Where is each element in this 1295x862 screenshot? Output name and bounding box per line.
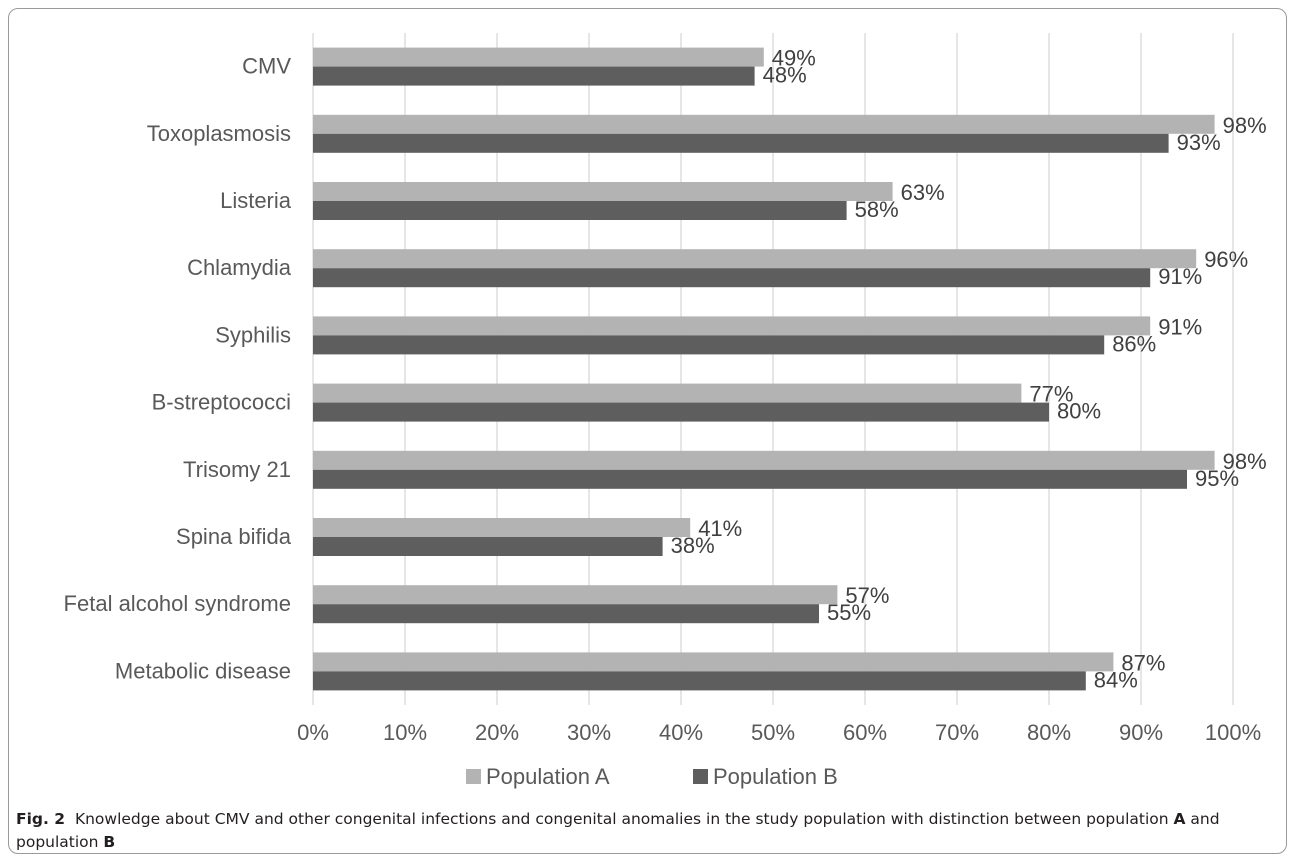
data-label: 41% (698, 516, 742, 541)
category-label: Chlamydia (187, 255, 292, 280)
data-label: 80% (1057, 399, 1101, 424)
data-label: 57% (845, 583, 889, 608)
bar-population-b (313, 537, 663, 556)
bar-population-b (313, 469, 1187, 489)
bar-population-a (313, 518, 691, 537)
bar-population-b (313, 133, 1169, 153)
x-tick-label: 40% (659, 720, 703, 745)
data-label: 98% (1223, 449, 1267, 474)
category-label: Toxoplasmosis (147, 121, 291, 146)
data-label: 91% (1158, 264, 1202, 289)
bar-population-b (313, 604, 819, 624)
category-label: Trisomy 21 (183, 457, 291, 482)
figure-frame (8, 8, 1287, 854)
data-label: 63% (901, 180, 945, 205)
bar-population-a (313, 316, 1151, 336)
category-label: Spina bifida (176, 524, 292, 549)
x-tick-label: 80% (1027, 720, 1071, 745)
data-label: 55% (827, 600, 871, 625)
bar-population-a (313, 114, 1215, 134)
caption-text: Knowledge about CMV and other congenital… (74, 810, 1174, 828)
legend-swatch (466, 769, 481, 784)
x-tick-labels: 0% 10% 20% 30% 40% 50% 60% 70% 80% 90% 100% (297, 720, 1261, 745)
data-label: 91% (1158, 314, 1202, 339)
legend: Population A Population B (466, 764, 838, 789)
data-label: 48% (763, 63, 807, 88)
category-label: B-streptococci (152, 390, 291, 415)
bar-population-b (313, 66, 755, 86)
caption-text-2: and population (16, 810, 1220, 851)
category-label: CMV (242, 54, 291, 79)
legend-label: Population A (486, 764, 610, 789)
legend-label: Population B (713, 764, 838, 789)
bar-population-a (313, 585, 838, 605)
category-label: Syphilis (215, 322, 291, 347)
bars (313, 47, 1215, 691)
data-label: 87% (1121, 650, 1165, 675)
category-label: Listeria (220, 188, 292, 213)
caption-bold-b: B (103, 833, 116, 851)
bar-population-b (313, 335, 1105, 355)
data-label: 98% (1223, 113, 1267, 138)
bar-population-a (313, 652, 1114, 672)
category-labels: CMV Toxoplasmosis Listeria Chlamydia Syphili… (64, 54, 292, 684)
bar-population-a (313, 383, 1022, 403)
bar-chart: 49%48%98%93%63%58%96%91%91%86%77%80%98%9… (64, 33, 1267, 789)
category-label: Metabolic disease (115, 658, 291, 683)
bar-population-a (313, 47, 764, 67)
data-label: 95% (1195, 466, 1239, 491)
bar-population-b (313, 402, 1049, 422)
x-tick-label: 60% (843, 720, 887, 745)
x-tick-label: 30% (567, 720, 611, 745)
data-label: 93% (1177, 130, 1221, 155)
figure-caption: Fig. 2 Knowledge about CMV and other con… (16, 808, 1276, 854)
category-label: Fetal alcohol syndrome (64, 591, 291, 616)
bar-population-b (313, 268, 1151, 288)
caption-bold-a: A (1173, 810, 1186, 828)
x-tick-label: 100% (1205, 720, 1261, 745)
x-tick-label: 90% (1119, 720, 1163, 745)
data-label: 86% (1112, 331, 1156, 356)
x-tick-label: 0% (297, 720, 329, 745)
bar-population-a (313, 182, 893, 201)
value-labels: 49%48%98%93%63%58%96%91%91%86%77%80%98%9… (671, 46, 1267, 693)
figure-label: Fig. 2 (16, 810, 66, 828)
legend-swatch (693, 769, 708, 784)
bar-population-a (313, 450, 1215, 470)
x-tick-label: 70% (935, 720, 979, 745)
data-label: 77% (1029, 382, 1073, 407)
x-tick-label: 10% (383, 720, 427, 745)
bar-population-b (313, 201, 847, 220)
x-tick-label: 50% (751, 720, 795, 745)
data-label: 38% (671, 533, 715, 558)
bar-population-a (313, 249, 1197, 269)
data-label: 96% (1204, 247, 1248, 272)
data-label: 58% (855, 197, 899, 222)
x-tick-label: 20% (475, 720, 519, 745)
data-label: 84% (1094, 667, 1138, 692)
bar-population-b (313, 671, 1086, 691)
data-label: 49% (772, 46, 816, 71)
